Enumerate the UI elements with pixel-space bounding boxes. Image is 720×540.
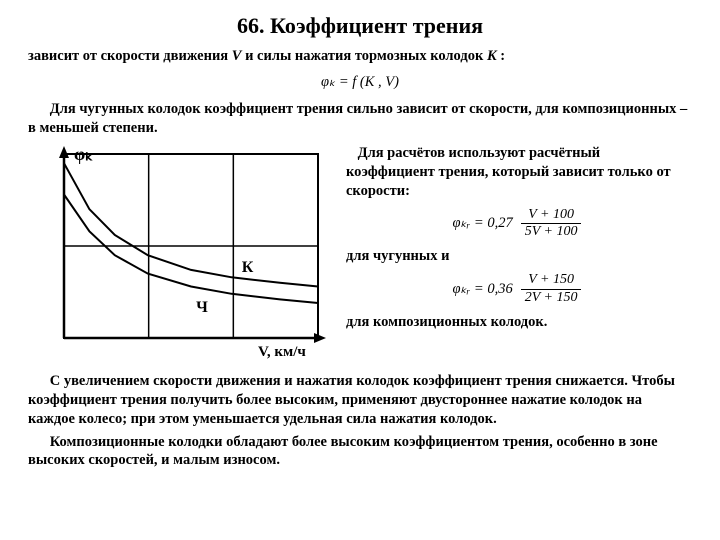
svg-text:Ч: Ч — [196, 299, 208, 316]
mid-text-2: для композиционных колодок. — [346, 313, 692, 332]
final-paragraphs: С увеличением скорости движения и нажати… — [28, 372, 692, 470]
intro-text-b: и силы нажатия тормозных колодок — [241, 48, 487, 64]
equation-1: φₖᵣ = 0,27 V + 100 5V + 100 — [346, 207, 692, 242]
eq2-fraction: V + 150 2V + 150 — [521, 272, 582, 307]
svg-text:V, км/ч: V, км/ч — [258, 344, 306, 360]
eq2-numerator: V + 150 — [521, 272, 582, 290]
paragraph-3: Композиционные колодки обладают более вы… — [28, 433, 692, 471]
paragraph-2: С увеличением скорости движения и нажати… — [28, 372, 692, 429]
intro-text-c: : — [497, 48, 505, 64]
right-intro: Для расчётов используют расчётный коэффи… — [346, 144, 692, 201]
intro-var-v: V — [232, 48, 242, 64]
eq1-fraction: V + 100 5V + 100 — [521, 207, 582, 242]
eq2-denominator: 2V + 150 — [521, 290, 582, 307]
intro-text-a: зависит от скорости движения — [28, 48, 232, 64]
eq1-eq: = 0,27 — [470, 215, 512, 231]
eq1-numerator: V + 100 — [521, 207, 582, 225]
graph-container: φₖ V, км/ч К Ч — [28, 144, 328, 364]
paragraph-1: Для чугунных колодок коэффициент трения … — [28, 100, 692, 138]
svg-text:К: К — [242, 259, 254, 276]
formula-main: φₖ = f (K , V) — [28, 73, 692, 92]
friction-graph: φₖ V, км/ч К Ч — [28, 144, 328, 364]
svg-text:φₖ: φₖ — [74, 144, 93, 164]
eq2-eq: = 0,36 — [470, 281, 512, 297]
intro-var-k: K — [487, 48, 497, 64]
mid-block: φₖ V, км/ч К Ч Для расчётов используют расч… — [28, 144, 692, 364]
intro-line: зависит от скорости движения V и силы на… — [28, 47, 692, 66]
right-column: Для расчётов используют расчётный коэффи… — [346, 144, 692, 331]
eq1-lhs: φₖᵣ — [453, 215, 471, 231]
equation-2: φₖᵣ = 0,36 V + 150 2V + 150 — [346, 272, 692, 307]
eq2-lhs: φₖᵣ — [453, 281, 471, 297]
eq1-denominator: 5V + 100 — [521, 224, 582, 241]
page-title: 66. Коэффициент трения — [28, 12, 692, 41]
mid-text-1: для чугунных и — [346, 247, 692, 266]
